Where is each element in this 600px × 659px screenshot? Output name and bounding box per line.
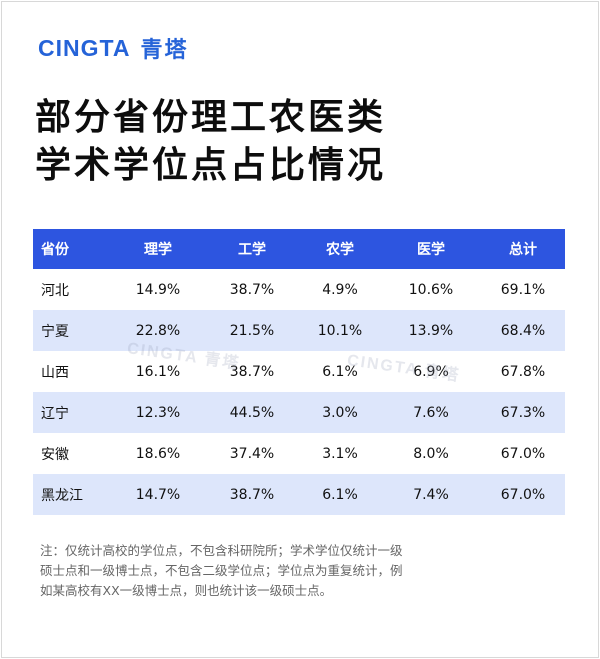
cell-medicine: 6.9% bbox=[413, 363, 449, 380]
table-row: 安徽 18.6% 37.4% 3.1% 8.0% 67.0% bbox=[33, 433, 565, 474]
table-row: 辽宁 12.3% 44.5% 3.0% 7.6% 67.3% bbox=[33, 392, 565, 433]
header-engineering: 工学 bbox=[238, 242, 266, 258]
footnote: 注：仅统计高校的学位点，不包含科研院所；学术学位仅统计一级 硕士点和一级博士点，… bbox=[40, 541, 570, 601]
cell-province: 宁夏 bbox=[41, 323, 69, 340]
cell-science: 12.3% bbox=[135, 404, 181, 421]
cell-medicine: 10.6% bbox=[408, 281, 454, 298]
cell-total: 67.8% bbox=[500, 363, 546, 380]
cell-agriculture: 6.1% bbox=[322, 363, 358, 380]
table-header: 省份 理学 工学 农学 医学 总计 bbox=[33, 229, 565, 269]
table-row: 河北 14.9% 38.7% 4.9% 10.6% 69.1% bbox=[33, 269, 565, 310]
cell-science: 14.9% bbox=[135, 281, 181, 298]
cell-medicine: 13.9% bbox=[408, 322, 454, 339]
cell-province: 黑龙江 bbox=[41, 487, 83, 504]
footnote-line-2: 硕士点和一级博士点，不包含二级学位点；学位点为重复统计，例 bbox=[40, 563, 403, 578]
table-row: 宁夏 22.8% 21.5% 10.1% 13.9% 68.4% bbox=[33, 310, 565, 351]
cell-agriculture: 3.1% bbox=[322, 445, 358, 462]
cell-total: 67.0% bbox=[500, 486, 546, 503]
cell-engineering: 21.5% bbox=[229, 322, 275, 339]
cell-medicine: 8.0% bbox=[413, 445, 449, 462]
cell-province: 安徽 bbox=[41, 446, 69, 463]
cell-agriculture: 3.0% bbox=[322, 404, 358, 421]
cell-agriculture: 4.9% bbox=[322, 281, 358, 298]
cell-science: 18.6% bbox=[135, 445, 181, 462]
header-medicine: 医学 bbox=[417, 242, 445, 258]
brand-latin: CINGTA bbox=[38, 34, 131, 61]
cell-province: 河北 bbox=[41, 282, 69, 299]
cell-engineering: 38.7% bbox=[229, 486, 275, 503]
cell-science: 16.1% bbox=[135, 363, 181, 380]
cell-province: 山西 bbox=[41, 364, 69, 381]
title-line-2: 学术学位点占比情况 bbox=[35, 145, 387, 186]
cell-medicine: 7.6% bbox=[413, 404, 449, 421]
cell-total: 68.4% bbox=[500, 322, 546, 339]
cell-total: 69.1% bbox=[500, 281, 546, 298]
header-province: 省份 bbox=[41, 242, 69, 258]
brand-logo: CINGTA 青塔 bbox=[38, 32, 188, 64]
cell-engineering: 38.7% bbox=[229, 281, 275, 298]
cell-total: 67.3% bbox=[500, 404, 546, 421]
cell-province: 辽宁 bbox=[41, 405, 69, 422]
cell-engineering: 37.4% bbox=[229, 445, 275, 462]
cell-agriculture: 6.1% bbox=[322, 486, 358, 503]
cell-engineering: 44.5% bbox=[229, 404, 275, 421]
cell-science: 22.8% bbox=[135, 322, 181, 339]
page-title: 部分省份理工农医类 学术学位点占比情况 bbox=[35, 94, 386, 190]
header-agriculture: 农学 bbox=[326, 242, 354, 258]
footnote-line-3: 如某高校有XX一级博士点，则也统计该一级硕士点。 bbox=[40, 583, 333, 598]
data-table: 省份 理学 工学 农学 医学 总计 河北 14.9% 38.7% 4.9% 10… bbox=[33, 229, 565, 515]
header-total: 总计 bbox=[509, 242, 537, 258]
cell-total: 67.0% bbox=[500, 445, 546, 462]
table-row: 黑龙江 14.7% 38.7% 6.1% 7.4% 67.0% bbox=[33, 474, 565, 515]
table-row: 山西 16.1% 38.7% 6.1% 6.9% 67.8% bbox=[33, 351, 565, 392]
cell-medicine: 7.4% bbox=[413, 486, 449, 503]
footnote-line-1: 注：仅统计高校的学位点，不包含科研院所；学术学位仅统计一级 bbox=[40, 543, 403, 558]
header-science: 理学 bbox=[144, 242, 172, 258]
brand-cjk: 青塔 bbox=[140, 38, 189, 63]
cell-engineering: 38.7% bbox=[229, 363, 275, 380]
title-line-1: 部分省份理工农医类 bbox=[35, 97, 387, 138]
cell-science: 14.7% bbox=[135, 486, 181, 503]
cell-agriculture: 10.1% bbox=[317, 322, 363, 339]
